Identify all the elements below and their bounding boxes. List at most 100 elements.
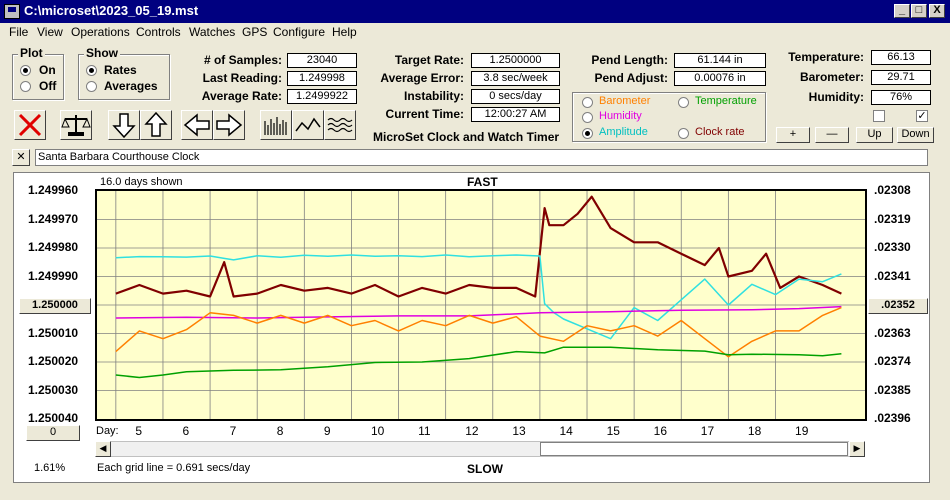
series-line-amplitude — [115, 254, 842, 340]
down-arrow-button[interactable] — [108, 110, 140, 140]
temperature-label: Temperature: — [788, 50, 864, 64]
barometer-option-label: Barometer — [599, 95, 651, 107]
y-left-tick-label: 1.249990 — [28, 268, 79, 283]
noise-view-button[interactable] — [324, 110, 356, 140]
x-tick-label: 12 — [465, 424, 479, 438]
amplitude-radio[interactable] — [582, 128, 593, 139]
y-right-center-button[interactable]: .02352 — [868, 298, 928, 314]
menu-help[interactable]: Help — [332, 25, 357, 39]
menu-watches[interactable]: Watches — [189, 25, 236, 39]
clock-rate-option-label: Clock rate — [695, 126, 745, 138]
grid-note: Each grid line = 0.691 secs/day — [97, 462, 251, 474]
humidity-radio[interactable] — [582, 112, 593, 123]
current-time-field: 12:00:27 AM — [471, 107, 560, 122]
show-averages-label: Averages — [104, 79, 158, 93]
checkbox-right[interactable]: ✓ — [916, 110, 928, 122]
y-left-tick-label: 1.249980 — [28, 240, 79, 254]
show-rates-radio[interactable] — [86, 65, 97, 76]
x-tick-label: 18 — [747, 424, 762, 438]
down-arrow-icon — [112, 113, 136, 139]
y-right-tick-label: .02363 — [874, 325, 911, 340]
left-arrow-icon — [183, 113, 210, 137]
menu-operations[interactable]: Operations — [71, 25, 130, 39]
plot-svg — [97, 191, 865, 419]
app-icon[interactable] — [4, 4, 20, 19]
samples-field: 23040 — [287, 53, 357, 68]
window-title: C:\microset\2023_05_19.mst — [24, 3, 199, 18]
wave-view-button[interactable] — [292, 110, 324, 140]
x-tick-label: 17 — [700, 424, 715, 438]
checkbox-left[interactable] — [873, 110, 885, 122]
maximize-button[interactable]: □ — [911, 4, 927, 18]
offset-zero-button[interactable]: 0 — [26, 425, 80, 441]
plot-off-label: Off — [39, 79, 57, 93]
y-right-tick-label: .02341 — [874, 268, 911, 283]
percent-label: 1.61% — [34, 462, 66, 474]
scale-minus-button[interactable]: — — [815, 127, 849, 143]
chart-title-fast: FAST — [467, 175, 498, 189]
x-tick-label: 19 — [795, 424, 809, 438]
scale-up-button[interactable]: Up — [856, 127, 893, 143]
series-line-clock-rate — [115, 195, 842, 298]
right-arrow-button[interactable] — [213, 110, 245, 140]
clear-name-button[interactable]: ✕ — [12, 149, 30, 166]
barometer-label: Barometer: — [799, 70, 864, 84]
clock-name-input[interactable]: Santa Barbara Courthouse Clock — [35, 149, 928, 166]
plot-group-label: Plot — [18, 46, 45, 60]
pend-adjust-field: 0.00076 in — [674, 71, 766, 86]
temperature-radio[interactable] — [678, 97, 689, 108]
show-averages-radio[interactable] — [86, 81, 97, 92]
x-axis-label: Day: — [96, 425, 119, 437]
scroll-thumb[interactable] — [540, 442, 848, 456]
last-reading-field: 1.249998 — [287, 71, 357, 86]
up-arrow-button[interactable] — [140, 110, 172, 140]
amplitude-option-label: Amplitude — [599, 126, 648, 138]
show-group — [78, 54, 170, 100]
target-rate-field: 1.2500000 — [471, 53, 560, 68]
x-tick-label: 7 — [229, 424, 237, 438]
pend-length-label: Pend Length: — [591, 53, 668, 67]
close-button[interactable]: X — [929, 4, 945, 18]
stop-button[interactable] — [14, 110, 46, 140]
y-left-center-button[interactable]: 1.250000 — [19, 298, 91, 314]
y-right-tick-label: .02319 — [874, 211, 911, 226]
pend-length-field: 61.144 in — [674, 53, 766, 68]
x-tick-label: 15 — [606, 424, 620, 438]
up-arrow-icon — [144, 111, 168, 137]
barometer-field: 29.71 — [871, 70, 931, 85]
temperature-field: 66.13 — [871, 50, 931, 65]
scroll-left-button[interactable]: ◀ — [95, 441, 111, 457]
samples-label: # of Samples: — [203, 53, 282, 67]
y-left-tick-label: 1.249970 — [28, 211, 79, 226]
scroll-right-button[interactable]: ▶ — [849, 441, 865, 457]
plot-off-radio[interactable] — [20, 81, 31, 92]
menu-gps[interactable]: GPS — [242, 25, 268, 39]
right-arrow-icon — [216, 113, 243, 137]
temperature-option-label: Temperature — [695, 95, 757, 107]
barometer-radio[interactable] — [582, 97, 593, 108]
bars-view-button[interactable] — [260, 110, 292, 140]
balance-button[interactable] — [60, 110, 92, 140]
y-left-tick-label: 1.250020 — [28, 354, 79, 368]
clock-rate-radio[interactable] — [678, 128, 689, 139]
x-tick-label: 5 — [135, 424, 143, 438]
menu-file[interactable]: File — [9, 25, 29, 39]
scale-down-button[interactable]: Down — [897, 127, 934, 143]
last-reading-label: Last Reading: — [202, 71, 282, 85]
left-arrow-button[interactable] — [181, 110, 213, 140]
menu-bar: File View Operations Controls Watches GP… — [0, 23, 950, 41]
menu-view[interactable]: View — [37, 25, 63, 39]
y-left-tick-label: 1.250030 — [28, 382, 79, 397]
minimize-button[interactable]: _ — [894, 4, 910, 18]
scale-plus-button[interactable]: + — [776, 127, 810, 143]
title-bar: C:\microset\2023_05_19.mst _ □ X — [0, 0, 950, 23]
plot-on-radio[interactable] — [20, 65, 31, 76]
series-line-humidity — [115, 305, 842, 319]
chart-label-slow: SLOW — [467, 462, 503, 476]
menu-configure[interactable]: Configure — [273, 25, 326, 39]
bar-graph-icon — [264, 117, 287, 135]
menu-controls[interactable]: Controls — [136, 25, 181, 39]
average-error-field: 3.8 sec/week — [471, 71, 560, 86]
current-time-label: Current Time: — [385, 107, 464, 121]
average-error-label: Average Error: — [380, 71, 464, 85]
